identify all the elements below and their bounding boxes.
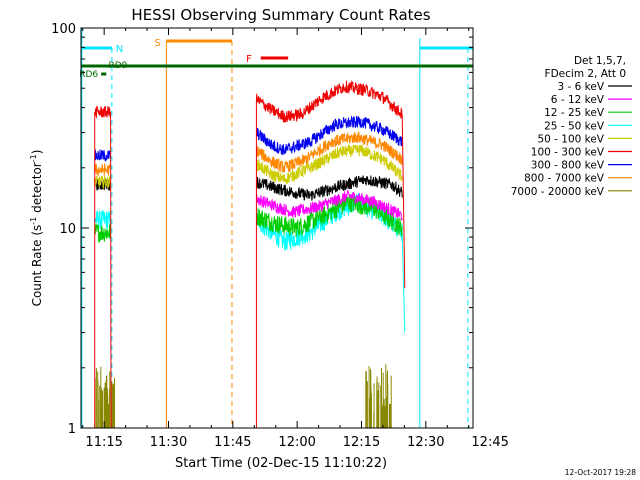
legend-entry-label: 800 - 7000 keV xyxy=(524,173,605,185)
legend-entry-label: 3 - 6 keV xyxy=(557,81,604,93)
x-tick-label: 11:15 xyxy=(85,435,122,450)
chart-title: HESSI Observing Summary Count Rates xyxy=(131,6,430,24)
x-tick-label: 12:45 xyxy=(471,435,508,450)
axis-ticks: 11:15 11:30 11:45 12:00 12:15 12:30 12:45 1 10 10… xyxy=(51,22,509,450)
series-trace-segment xyxy=(94,162,112,177)
series-25-50-kev xyxy=(94,192,406,333)
series-7000-20000-kev xyxy=(94,364,392,428)
x-tick-label: 12:30 xyxy=(407,435,444,450)
x-axis-label: Start Time (02-Dec-15 11:10:22) xyxy=(175,456,387,471)
data-series-group xyxy=(89,79,406,429)
series-trace-segment xyxy=(401,232,406,333)
legend-header-detectors: Det 1,5,7, xyxy=(574,55,626,67)
generation-timestamp: 12-Oct-2017 19:28 xyxy=(565,468,636,477)
series-trace-segment xyxy=(255,79,403,123)
series-trace-segment xyxy=(401,114,406,289)
series-trace-segment xyxy=(94,366,115,428)
series-trace-segment xyxy=(255,143,403,185)
series-100-300-kev xyxy=(89,79,406,429)
series-800-7000-kev xyxy=(94,131,403,177)
instrument-status-bands: N S F RD9 RD6 xyxy=(79,28,473,428)
x-tick-label: 11:45 xyxy=(214,435,251,450)
saa-flag-label: S xyxy=(154,38,160,49)
legend-entry-label: 50 - 100 keV xyxy=(537,133,604,145)
night-flag-label: N xyxy=(116,44,123,55)
series-trace-segment xyxy=(94,210,112,230)
series-trace-segment xyxy=(365,364,392,428)
series-trace-segment xyxy=(94,149,112,162)
legend-entry-label: 6 - 12 keV xyxy=(551,94,605,106)
series-50-100-kev xyxy=(94,143,403,190)
legend-entry-label: 300 - 800 keV xyxy=(531,160,605,172)
series-trace-segment xyxy=(94,175,112,190)
legend-entry-label: 12 - 25 keV xyxy=(544,107,605,119)
y-tick-label: 1 xyxy=(68,422,76,437)
series-trace-segment xyxy=(255,115,403,156)
x-tick-label: 12:15 xyxy=(343,435,380,450)
series-trace-segment xyxy=(94,223,112,243)
rd9-flag-label: RD9 xyxy=(108,61,127,71)
x-tick-label: 12:00 xyxy=(278,435,315,450)
series-trace-segment xyxy=(255,189,403,221)
y-tick-label: 10 xyxy=(59,222,76,237)
y-tick-label: 100 xyxy=(51,22,76,37)
flare-flag-label: F xyxy=(246,54,252,65)
series-3-6-kev xyxy=(89,175,403,429)
legend-entry-label: 100 - 300 keV xyxy=(531,147,605,159)
rd6-flag-label: RD6 xyxy=(79,70,98,80)
series-trace-segment xyxy=(255,131,403,173)
series-300-800-kev xyxy=(94,115,403,162)
series-12-25-kev xyxy=(94,194,403,243)
series-trace-segment xyxy=(255,175,403,201)
x-tick-label: 11:30 xyxy=(150,435,187,450)
series-trace-segment xyxy=(255,194,403,238)
series-6-12-kev xyxy=(255,189,403,221)
legend-entry-label: 25 - 50 keV xyxy=(544,120,605,132)
series-trace-segment xyxy=(94,105,112,118)
y-axis-label: Count Rate (s-1 detector-1) xyxy=(29,150,44,307)
legend-header-fdecim: FDecim 2, Att 0 xyxy=(545,68,626,80)
legend-entry-label: 7000 - 20000 keV xyxy=(511,186,605,198)
